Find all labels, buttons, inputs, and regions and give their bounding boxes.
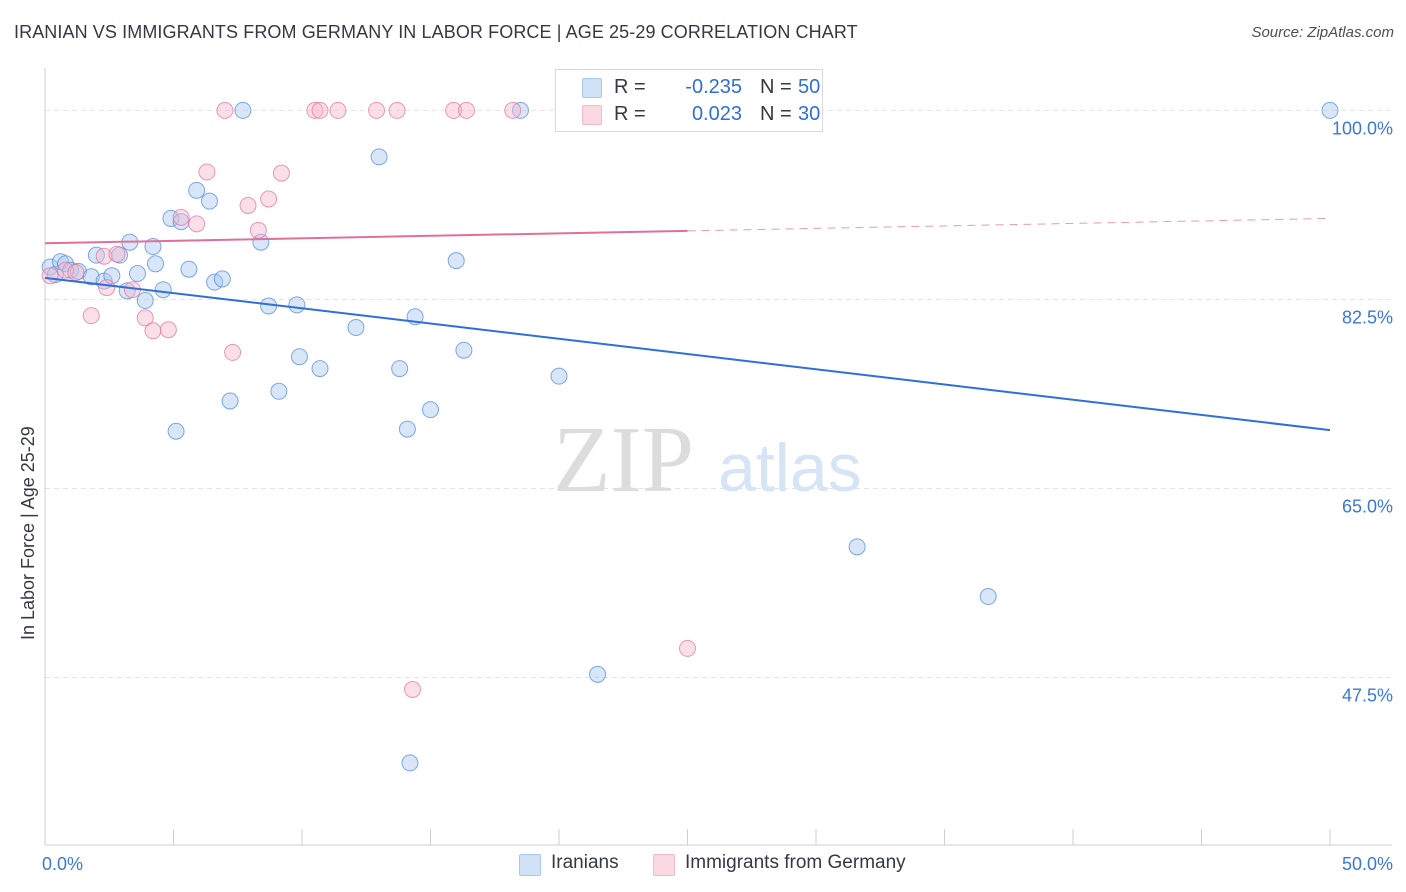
- iranians-point: [129, 265, 147, 283]
- germany-point: [260, 190, 278, 208]
- germany-points: [41, 101, 696, 698]
- iranians-point: [401, 754, 419, 772]
- iranians-point: [311, 360, 329, 378]
- legend-n-value: 50: [798, 76, 821, 98]
- legend-label-iranians: Iranians: [551, 852, 619, 873]
- germany-point: [82, 307, 100, 325]
- y-tick-label: 100.0%: [1332, 118, 1393, 138]
- germany-point: [98, 279, 116, 297]
- germany-point: [504, 101, 522, 119]
- germany-point: [249, 221, 267, 239]
- iranians-point: [455, 341, 473, 359]
- x-tick-label: 50.0%: [1342, 854, 1393, 874]
- iranians-point: [213, 270, 231, 288]
- germany-point: [311, 101, 329, 119]
- legend-swatch-germany: [653, 854, 675, 876]
- iranians-point: [848, 538, 866, 556]
- iranians-trend-line: [44, 276, 1331, 432]
- iranians-point: [188, 181, 206, 199]
- iranians-points: [41, 101, 1339, 772]
- y-tick-label: 65.0%: [1342, 497, 1393, 517]
- germany-trend-line: [44, 229, 688, 245]
- germany-point: [108, 245, 126, 263]
- watermark: ZIP atlas: [553, 408, 862, 512]
- iranians-point: [447, 252, 465, 270]
- legend-n-label: N =: [760, 103, 792, 125]
- gridlines: [45, 109, 1392, 679]
- trend-lines: [44, 217, 1331, 432]
- germany-point: [404, 680, 422, 698]
- germany-point: [188, 215, 206, 233]
- iranians-point: [398, 420, 416, 438]
- legend-r-value: -0.235: [685, 76, 742, 98]
- iranians-point: [589, 665, 607, 683]
- x-tick-label: 0.0%: [42, 854, 83, 874]
- legend-n-value: 30: [798, 103, 821, 125]
- germany-point: [368, 101, 386, 119]
- y-tick-labels: 47.5% 65.0% 82.5% 100.0%: [1332, 118, 1393, 705]
- germany-point: [144, 322, 162, 340]
- germany-point: [239, 196, 257, 214]
- germany-point: [272, 164, 290, 182]
- germany-point: [198, 163, 216, 181]
- germany-point: [159, 321, 177, 339]
- iranians-point: [288, 296, 306, 314]
- legend-label-germany: Immigrants from Germany: [685, 852, 906, 873]
- germany-point: [67, 263, 85, 281]
- germany-point: [57, 261, 75, 279]
- iranians-point: [550, 367, 568, 385]
- iranians-point: [144, 238, 162, 256]
- x-tick-labels: 0.0% 50.0%: [42, 854, 1393, 874]
- chart-title: IRANIAN VS IMMIGRANTS FROM GERMANY IN LA…: [14, 22, 858, 42]
- germany-point: [329, 101, 347, 119]
- series-legend: Iranians Immigrants from Germany: [0, 852, 1406, 878]
- iranians-point: [147, 255, 165, 273]
- watermark-zip: ZIP: [553, 408, 694, 512]
- iranians-point: [979, 588, 997, 606]
- germany-point: [679, 639, 696, 657]
- source-credit: Source: ZipAtlas.com: [1251, 24, 1394, 41]
- legend-swatch-germany: [582, 105, 602, 125]
- legend-r-label: R =: [614, 76, 646, 98]
- iranians-point: [234, 101, 252, 119]
- germany-point: [41, 267, 59, 285]
- germany-point: [136, 309, 154, 327]
- iranians-point: [180, 260, 198, 278]
- germany-trend-extension: [687, 217, 1331, 232]
- germany-point: [445, 101, 463, 119]
- germany-point: [172, 208, 190, 226]
- iranians-point: [1321, 101, 1339, 119]
- iranians-point: [422, 401, 439, 419]
- germany-point: [306, 101, 324, 119]
- legend-r-value: 0.023: [691, 103, 742, 125]
- y-tick-label: 82.5%: [1342, 307, 1393, 327]
- legend-swatch-iranians: [519, 854, 541, 876]
- iranians-point: [167, 422, 185, 440]
- y-tick-label: 47.5%: [1342, 686, 1393, 706]
- iranians-point: [136, 292, 154, 310]
- watermark-atlas: atlas: [718, 430, 862, 506]
- legend-n-label: N =: [760, 76, 792, 98]
- iranians-point: [290, 348, 308, 366]
- y-axis-label: In Labor Force | Age 25-29: [18, 426, 38, 640]
- germany-point: [224, 343, 242, 361]
- iranians-point: [270, 382, 288, 400]
- axes: [44, 68, 1392, 846]
- legend-r-label: R =: [614, 103, 646, 125]
- legend-swatch-iranians: [582, 78, 602, 98]
- stats-legend: R = -0.235 N = 50 R = 0.023 N = 30: [555, 69, 823, 132]
- germany-point: [216, 101, 234, 119]
- germany-point: [457, 101, 475, 119]
- iranians-point: [200, 192, 218, 210]
- iranians-point: [82, 268, 100, 286]
- iranians-point: [221, 392, 239, 410]
- iranians-point: [154, 281, 172, 299]
- iranians-point: [370, 148, 388, 166]
- iranians-point: [347, 319, 365, 337]
- iranians-point: [391, 360, 409, 378]
- germany-point: [388, 101, 406, 119]
- germany-point: [95, 247, 113, 265]
